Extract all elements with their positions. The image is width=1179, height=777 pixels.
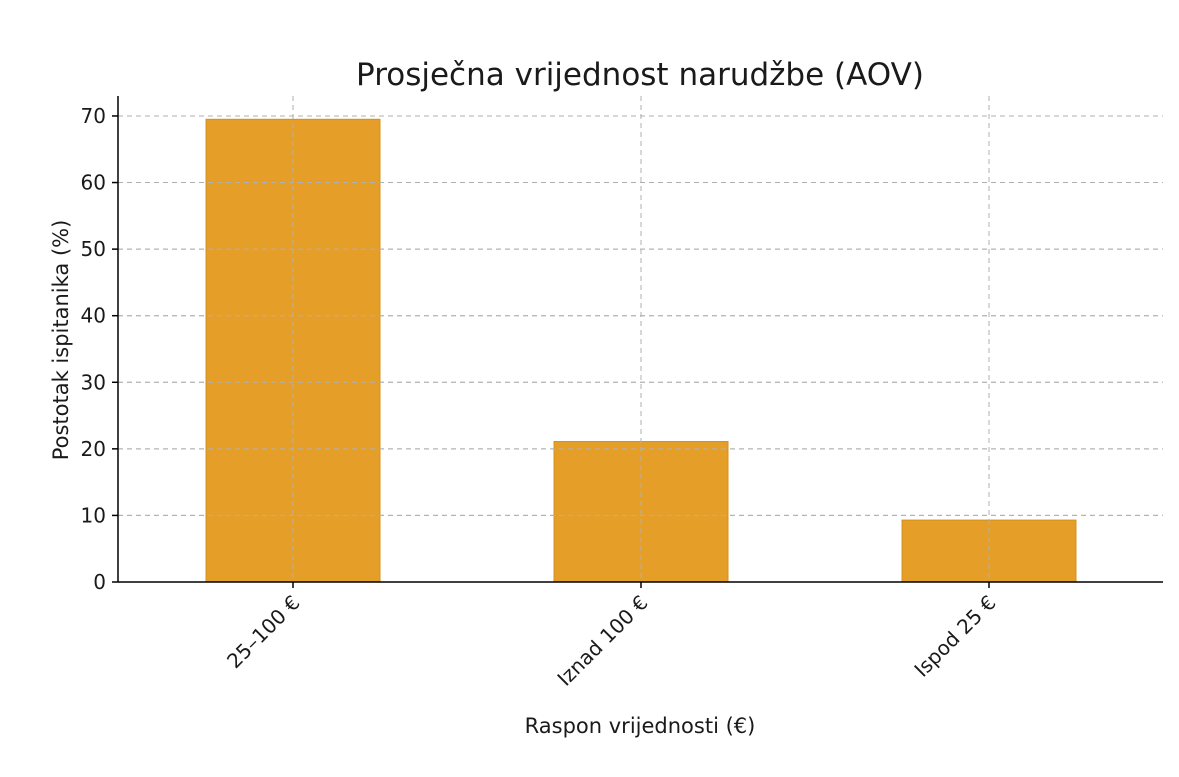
y-tick-label: 10 [81, 503, 106, 527]
x-tick-label: Ispod 25 € [909, 591, 1000, 682]
bars [118, 96, 1163, 583]
x-axis-label: Raspon vrijednosti (€) [525, 714, 756, 738]
x-tick-label: Iznad 100 € [552, 591, 652, 691]
chart-title: Prosječna vrijednost narudžbe (AOV) [356, 57, 924, 93]
x-axis-ticks: 25–100 € Iznad 100 € Ispod 25 € [222, 582, 1001, 691]
y-axis-label: Postotak ispitanika (%) [49, 220, 73, 461]
y-tick-label: 40 [81, 304, 106, 328]
y-tick-label: 0 [93, 570, 106, 594]
y-tick-label: 60 [81, 171, 106, 195]
y-tick-label: 70 [81, 104, 106, 128]
y-tick-label: 20 [81, 437, 106, 461]
y-tick-label: 50 [81, 237, 106, 261]
y-axis-ticks: 0 10 20 30 40 50 60 70 [81, 104, 118, 594]
x-tick-label: 25–100 € [222, 591, 305, 674]
y-tick-label: 30 [81, 370, 106, 394]
